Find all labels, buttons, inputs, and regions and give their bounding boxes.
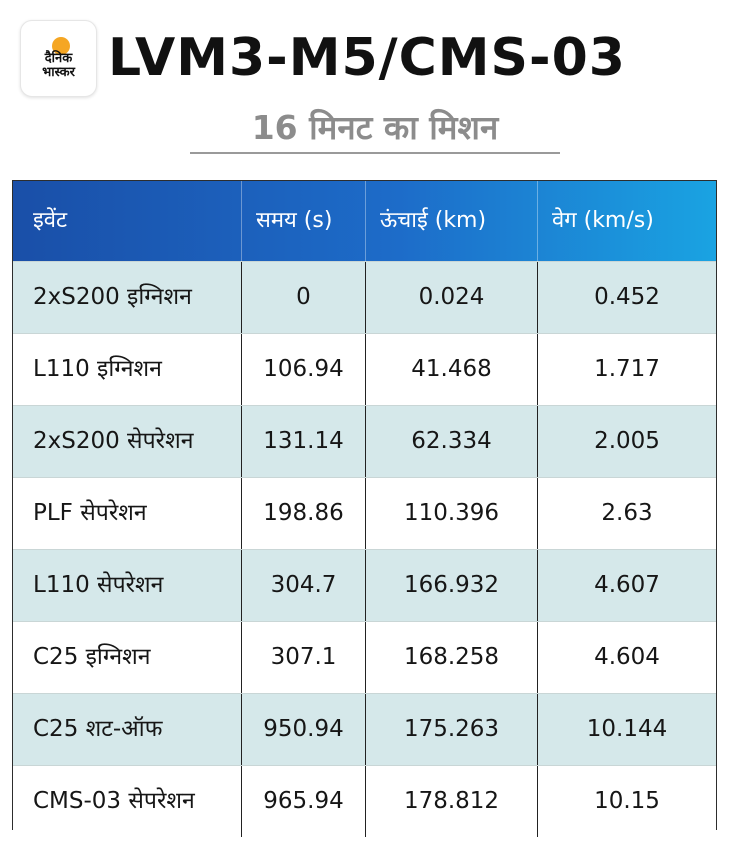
header-time: समय (s): [242, 181, 366, 261]
cell-event: C25 शट-ऑफ: [13, 694, 242, 765]
cell-event: L110 इग्निशन: [13, 334, 242, 405]
table-row: 2xS200 इग्निशन 0 0.024 0.452: [13, 261, 716, 333]
cell-velocity: 10.15: [594, 788, 660, 814]
cell-event: PLF सेपरेशन: [13, 478, 242, 549]
cell-velocity: 4.607: [594, 572, 660, 598]
cell-altitude: 168.258: [366, 622, 538, 693]
cell-event: 2xS200 सेपरेशन: [13, 406, 242, 477]
table-row: CMS-03 सेपरेशन 965.94 178.812 10.15: [13, 765, 716, 837]
cell-velocity: 4.604: [594, 644, 660, 670]
mission-events-table: इवेंट समय (s) ऊंचाई (km) वेग (km/s) 2xS2…: [12, 180, 717, 837]
sun-icon: [52, 37, 70, 55]
cell-time: 304.7: [242, 550, 366, 621]
logo-text-line2: भास्कर: [42, 64, 75, 80]
header-altitude: ऊंचाई (km): [366, 181, 538, 261]
dainik-bhaskar-logo: दैनिक भास्कर: [20, 20, 97, 97]
cell-velocity: 1.717: [594, 356, 660, 382]
cell-altitude: 175.263: [366, 694, 538, 765]
cell-time: 198.86: [242, 478, 366, 549]
cell-time: 131.14: [242, 406, 366, 477]
cell-altitude: 41.468: [366, 334, 538, 405]
cell-altitude: 166.932: [366, 550, 538, 621]
cell-event: 2xS200 इग्निशन: [13, 262, 242, 333]
cell-event: L110 सेपरेशन: [13, 550, 242, 621]
cell-altitude: 178.812: [366, 766, 538, 837]
header-event: इवेंट: [13, 181, 242, 261]
table-row: PLF सेपरेशन 198.86 110.396 2.63: [13, 477, 716, 549]
table-row: L110 इग्निशन 106.94 41.468 1.717: [13, 333, 716, 405]
logo-text-line1: दैनिक: [44, 50, 73, 66]
cell-event: C25 इग्निशन: [13, 622, 242, 693]
cell-altitude: 0.024: [366, 262, 538, 333]
cell-time: 106.94: [242, 334, 366, 405]
table-row: L110 सेपरेशन 304.7 166.932 4.607: [13, 549, 716, 621]
cell-altitude: 110.396: [366, 478, 538, 549]
table-row: C25 इग्निशन 307.1 168.258 4.604: [13, 621, 716, 693]
cell-velocity: 10.144: [586, 716, 668, 742]
page-title: LVM3-M5/CMS-03: [108, 28, 626, 88]
cell-event: CMS-03 सेपरेशन: [13, 766, 242, 837]
table-header-row: इवेंट समय (s) ऊंचाई (km) वेग (km/s): [13, 181, 716, 261]
cell-velocity: 2.63: [601, 500, 653, 526]
page-subtitle: 16 मिनट का मिशन: [190, 104, 560, 154]
cell-velocity: 0.452: [594, 284, 660, 310]
cell-time: 307.1: [242, 622, 366, 693]
cell-time: 0: [242, 262, 366, 333]
cell-time: 950.94: [242, 694, 366, 765]
table-row: C25 शट-ऑफ 950.94 175.263 10.144: [13, 693, 716, 765]
cell-velocity: 2.005: [594, 428, 660, 454]
table-row: 2xS200 सेपरेशन 131.14 62.334 2.005: [13, 405, 716, 477]
cell-time: 965.94: [242, 766, 366, 837]
header-velocity: वेग (km/s): [552, 208, 654, 233]
cell-altitude: 62.334: [366, 406, 538, 477]
